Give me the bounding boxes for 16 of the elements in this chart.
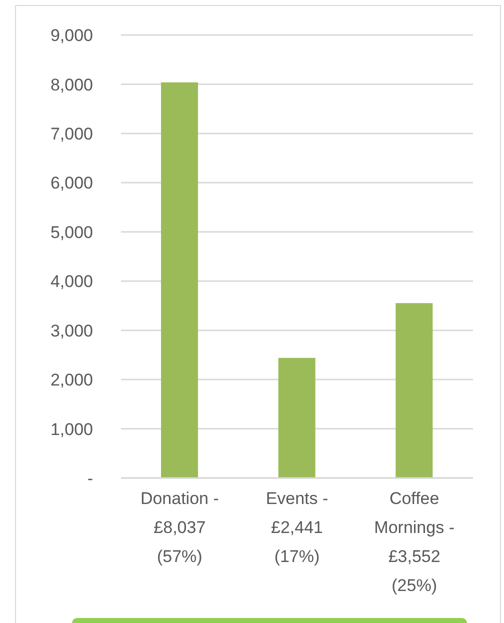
bar [396, 303, 433, 478]
y-tick-label: 1,000 [50, 420, 93, 439]
y-tick-label: 5,000 [50, 222, 93, 242]
y-tick-label: - [87, 469, 93, 488]
x-tick-label: Coffee Mornings - £3,552 (25%) [374, 489, 454, 595]
y-tick-label: 4,000 [50, 272, 93, 292]
y-tick-label: 8,000 [50, 75, 93, 94]
y-tick-label: 7,000 [50, 124, 93, 144]
y-tick-label: 9,000 [50, 26, 93, 46]
y-tick-label: 6,000 [50, 174, 93, 193]
y-tick-label: 2,000 [50, 370, 93, 390]
x-tick-label: Donation - £8,037 (57%) [140, 489, 219, 566]
bar [278, 358, 316, 478]
y-tick-label: 3,000 [50, 321, 93, 340]
bar [161, 82, 198, 478]
x-tick-label: Events - £2,441 (17%) [266, 489, 328, 566]
